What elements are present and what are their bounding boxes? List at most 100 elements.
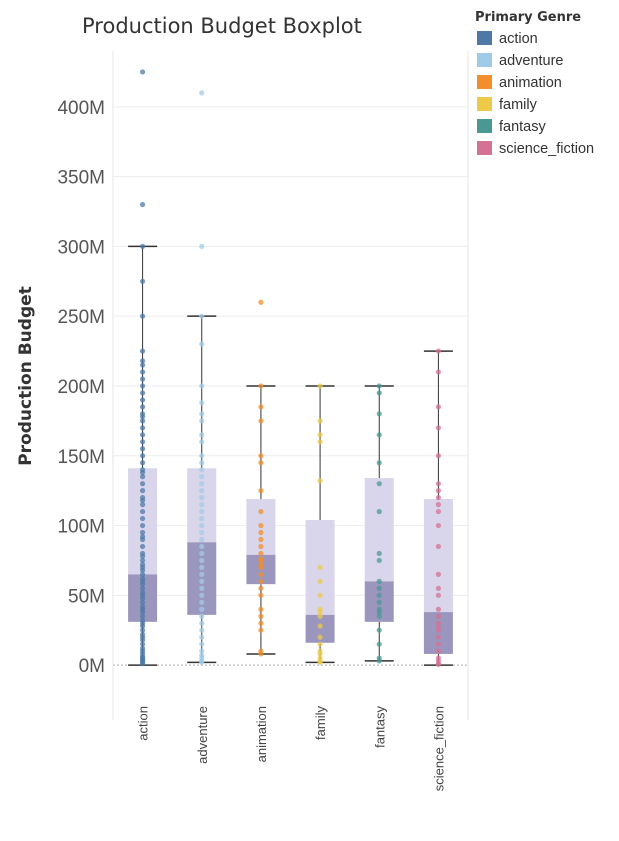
gridlines [112, 51, 469, 720]
data-point [435, 348, 442, 354]
data-point [199, 659, 205, 665]
data-point [199, 620, 205, 626]
data-point [317, 439, 323, 445]
data-point [139, 581, 146, 587]
data-point [139, 414, 146, 420]
data-point [199, 585, 205, 591]
data-point [199, 529, 205, 536]
data-point [258, 550, 264, 557]
data-point [139, 446, 146, 452]
data-point [199, 522, 205, 529]
data-point [139, 515, 146, 522]
data-point [258, 383, 264, 389]
data-point [199, 432, 205, 438]
data-point [435, 543, 442, 550]
y-tick-label: 50M [68, 586, 105, 607]
data-point [376, 383, 382, 389]
data-point [139, 376, 146, 382]
data-point [317, 478, 323, 484]
data-point [139, 522, 146, 529]
data-point [435, 641, 442, 647]
data-point [435, 502, 442, 508]
data-point [258, 651, 264, 657]
data-point [199, 557, 205, 564]
data-point [258, 536, 264, 543]
data-point [139, 536, 146, 543]
y-tick-label: 350M [57, 168, 105, 189]
data-point [139, 358, 146, 364]
data-point [376, 658, 382, 664]
data-point [435, 571, 442, 577]
data-point [139, 460, 146, 466]
data-point [376, 481, 382, 487]
data-point [139, 599, 146, 605]
data-point [139, 497, 146, 504]
data-point [258, 564, 264, 571]
data-point [435, 585, 442, 591]
data-point [258, 460, 264, 466]
data-point [199, 536, 205, 543]
data-point [139, 397, 146, 403]
data-point [199, 313, 205, 319]
data-point [139, 627, 146, 633]
data-point [139, 567, 146, 573]
data-point [435, 648, 442, 654]
data-point [258, 620, 264, 626]
data-point [258, 578, 264, 584]
data-point [139, 623, 146, 629]
data-point [199, 606, 205, 612]
x-tick-label: action [136, 706, 151, 741]
legend: Primary Genre action adventure animation fa… [475, 10, 594, 157]
data-point [199, 90, 205, 96]
data-point [199, 243, 205, 249]
data-point [199, 488, 205, 494]
legend-swatch [477, 97, 492, 111]
data-point [317, 609, 323, 615]
data-point [435, 481, 442, 487]
data-point [139, 425, 146, 431]
x-tick-label: fantasy [372, 706, 387, 748]
data-point [199, 564, 205, 571]
y-tick-label: 150M [57, 447, 105, 468]
data-point [317, 659, 323, 665]
data-point [199, 599, 205, 605]
y-axis-ticks: 0M 50M 100M 150M 200M 250M 300M 350M 400M [57, 98, 105, 677]
data-point [199, 341, 205, 347]
data-point [435, 508, 442, 515]
data-point [199, 578, 205, 584]
y-tick-label: 100M [57, 517, 105, 538]
legend-swatch [477, 53, 492, 67]
data-point [258, 585, 264, 591]
data-point [139, 469, 146, 476]
data-point [199, 613, 205, 619]
data-point [139, 637, 146, 643]
data-point [435, 613, 442, 619]
data-point [139, 585, 146, 591]
data-point [199, 495, 205, 501]
data-point [139, 488, 146, 494]
data-point [376, 411, 382, 417]
x-tick-label: adventure [195, 706, 210, 764]
point-layer [139, 69, 442, 668]
data-point [139, 609, 146, 615]
data-point [317, 432, 323, 438]
legend-label: action [499, 31, 538, 47]
legend-swatch [477, 119, 492, 133]
legend-label: family [499, 97, 538, 113]
data-point [258, 613, 264, 619]
data-point [376, 432, 382, 438]
data-point [376, 508, 382, 515]
data-point [376, 460, 382, 466]
data-point [376, 585, 382, 591]
data-point [199, 439, 205, 445]
legend-label: fantasy [499, 119, 546, 135]
x-tick-label: animation [254, 706, 269, 762]
data-point [139, 502, 146, 508]
y-tick-label: 200M [57, 377, 105, 398]
data-point [139, 348, 146, 354]
data-point [139, 641, 146, 647]
x-tick-label: family [313, 706, 328, 740]
data-point [376, 578, 382, 584]
data-point [139, 404, 146, 410]
data-point [376, 627, 382, 633]
